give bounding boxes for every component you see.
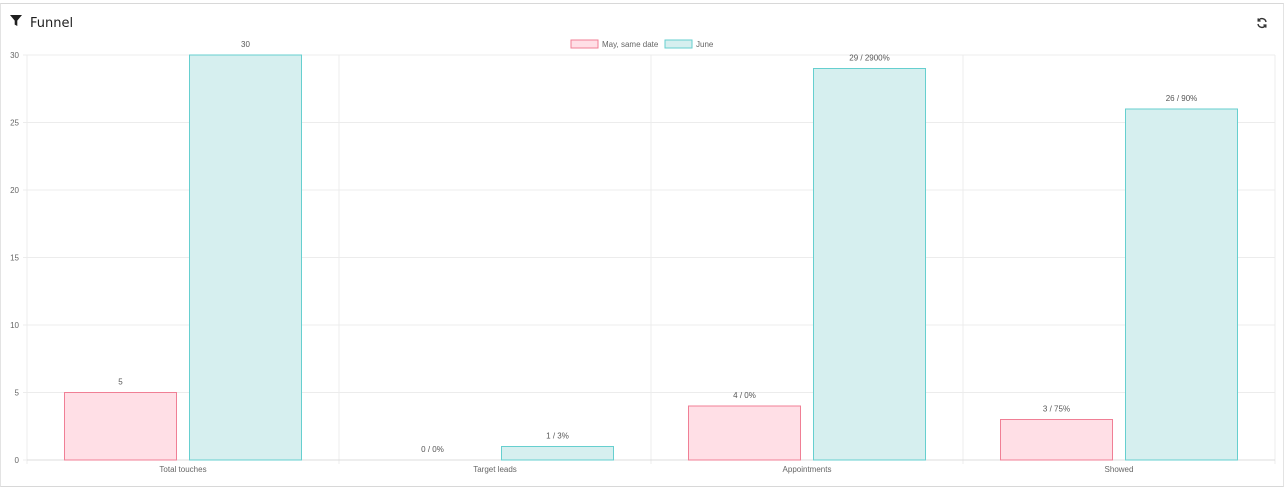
y-tick-label: 30 [10, 51, 19, 60]
funnel-icon [10, 14, 22, 32]
y-tick-label: 5 [15, 389, 20, 398]
y-tick-label: 25 [10, 119, 19, 128]
widget-header: Funnel [10, 14, 73, 32]
y-tick-label: 20 [10, 186, 19, 195]
x-tick-label: Appointments [783, 465, 832, 474]
x-tick-label: Total touches [159, 465, 206, 474]
data-label-may: 4 / 0% [733, 391, 756, 400]
legend-label-may[interactable]: May, same date [602, 40, 659, 49]
bar-june[interactable] [189, 54, 302, 461]
bar-may[interactable] [64, 392, 177, 461]
y-tick-label: 10 [10, 321, 19, 330]
widget-title: Funnel [30, 15, 74, 31]
y-tick-label: 15 [10, 254, 19, 263]
data-label-may: 0 / 0% [421, 445, 444, 454]
legend-swatch-may[interactable] [570, 39, 599, 49]
bar-may[interactable] [1000, 419, 1113, 461]
bar-june[interactable] [501, 446, 614, 461]
data-label-may: 3 / 75% [1043, 405, 1070, 414]
bar-may[interactable] [688, 405, 801, 461]
data-label-june: 26 / 90% [1166, 94, 1198, 103]
x-tick-label: Showed [1105, 465, 1134, 474]
data-label-june: 29 / 2900% [849, 54, 889, 63]
refresh-icon[interactable] [1256, 16, 1268, 29]
bar-june[interactable] [813, 68, 926, 461]
data-label-june: 30 [241, 40, 250, 49]
data-label-june: 1 / 3% [546, 432, 569, 441]
x-tick-label: Target leads [473, 465, 517, 474]
legend-label-june[interactable]: June [696, 40, 714, 49]
legend-swatch-june[interactable] [664, 39, 693, 49]
data-label-may: 5 [118, 378, 123, 387]
y-tick-label: 0 [15, 456, 20, 465]
bar-june[interactable] [1125, 108, 1238, 461]
